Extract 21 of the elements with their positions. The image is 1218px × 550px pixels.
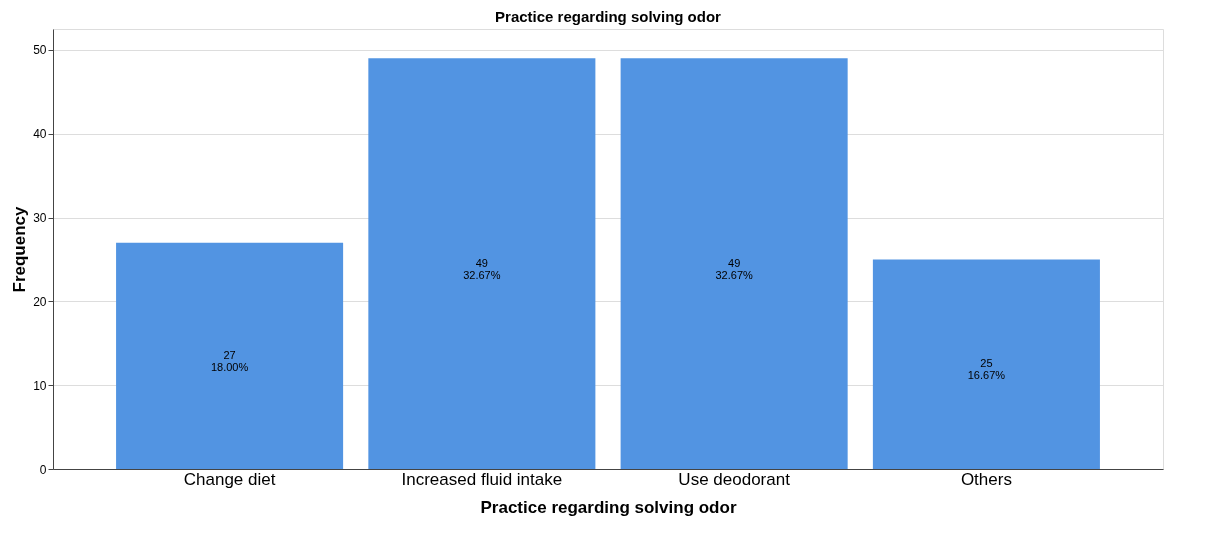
bar	[620, 58, 848, 469]
y-axis-title: Frequency	[10, 205, 30, 293]
bar	[872, 259, 1100, 469]
bar	[368, 58, 596, 469]
y-tick-label: 50	[33, 43, 47, 58]
y-tick-label: 10	[33, 378, 47, 393]
bar	[116, 242, 344, 469]
data-label: 27 18.00%	[210, 348, 249, 373]
y-tick-label: 20	[33, 294, 47, 309]
y-tick-label: 40	[33, 127, 47, 142]
x-axis-title: Practice regarding solving odor	[480, 497, 737, 517]
data-label: 49 32.67%	[715, 256, 754, 281]
x-tick-label: Others	[960, 469, 1012, 489]
data-label: 25 16.67%	[967, 357, 1006, 382]
y-tick-label: 0	[39, 462, 47, 477]
y-tick-label: 30	[33, 211, 47, 226]
x-tick-label: Change diet	[183, 469, 276, 489]
x-tick-label: Use deodorant	[678, 469, 791, 489]
chart-title: Practice regarding solving odor	[495, 8, 722, 25]
data-label: 49 32.67%	[463, 256, 501, 281]
x-tick-label: Increased fluid intake	[401, 469, 563, 489]
